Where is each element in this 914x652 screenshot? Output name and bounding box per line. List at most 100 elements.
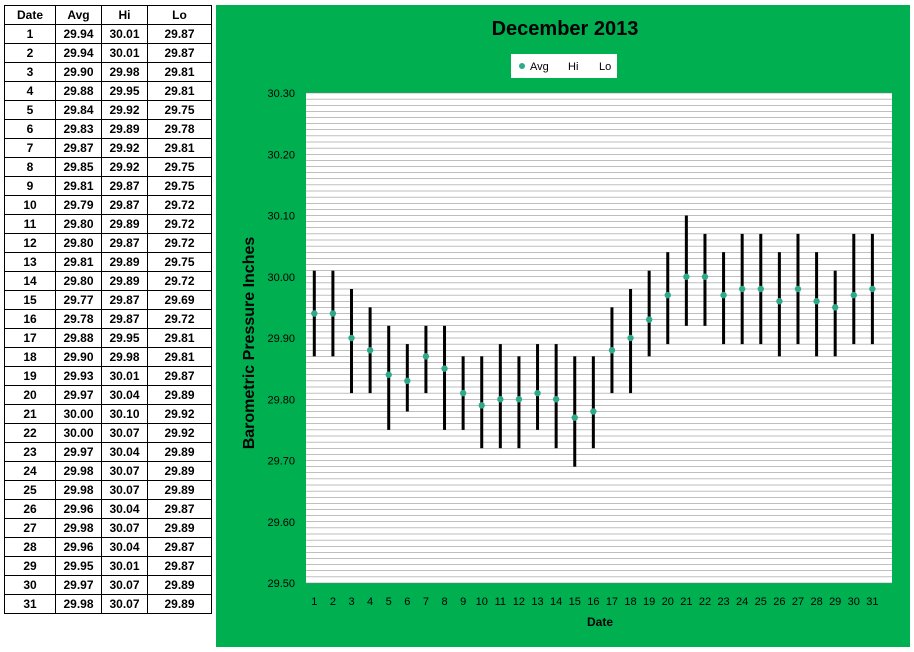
cell-lo: 29.87 xyxy=(147,556,212,576)
y-tick-label: 30.00 xyxy=(267,272,295,284)
cell-avg: 30.00 xyxy=(55,404,102,424)
avg-point xyxy=(534,389,541,397)
avg-point xyxy=(645,316,653,323)
x-tick-labels: 1 2 3 4 5 6 7 8 9 10 11 12 13 14 15 16 17 18 19 20 21 22 23 24 2… xyxy=(311,596,878,608)
cell-hi: 30.07 xyxy=(101,575,148,595)
cell-date: 10 xyxy=(4,195,56,215)
cell-lo: 29.81 xyxy=(147,347,212,367)
x-tick-label: 25 xyxy=(755,596,767,608)
cell-date: 29 xyxy=(4,556,56,576)
cell-avg: 29.77 xyxy=(55,290,102,310)
cell-date: 8 xyxy=(4,157,56,177)
avg-point xyxy=(404,377,411,385)
cell-date: 11 xyxy=(4,214,56,234)
cell-lo: 29.89 xyxy=(147,575,212,595)
cell-lo: 29.89 xyxy=(147,461,212,481)
cell-hi: 30.07 xyxy=(101,518,148,538)
gridlines xyxy=(306,92,892,584)
x-tick-label: 22 xyxy=(699,596,711,608)
cell-date: 22 xyxy=(4,423,56,443)
cell-lo: 29.75 xyxy=(147,100,212,120)
y-tick-label: 30.30 xyxy=(267,88,295,100)
cell-lo: 29.89 xyxy=(147,480,212,500)
avg-point xyxy=(348,334,355,342)
cell-date: 7 xyxy=(4,138,56,158)
cell-lo: 29.72 xyxy=(147,195,212,215)
cell-avg: 29.80 xyxy=(55,271,102,291)
x-tick-label: 16 xyxy=(587,596,599,608)
cell-date: 20 xyxy=(4,385,56,405)
cell-hi: 29.87 xyxy=(101,176,148,196)
avg-point xyxy=(422,353,430,360)
cell-hi: 29.92 xyxy=(101,138,148,158)
avg-point xyxy=(627,334,634,342)
cell-avg: 29.90 xyxy=(55,62,102,82)
table-row: 13 29.81 29.89 29.75 xyxy=(4,252,212,272)
avg-point xyxy=(850,291,857,299)
x-tick-label: 21 xyxy=(680,596,692,608)
cell-date: 24 xyxy=(4,461,56,481)
avg-point xyxy=(869,285,876,293)
avg-point xyxy=(311,310,318,317)
x-tick-label: 9 xyxy=(460,596,466,608)
table-row: 18 29.90 29.98 29.81 xyxy=(4,347,212,367)
y-tick-label: 29.80 xyxy=(267,394,295,406)
cell-avg: 29.85 xyxy=(55,157,102,177)
cell-hi: 30.07 xyxy=(101,423,148,443)
cell-hi: 30.07 xyxy=(101,480,148,500)
table-row: 9 29.81 29.87 29.75 xyxy=(4,176,212,196)
x-tick-label: 18 xyxy=(624,596,636,608)
cell-lo: 29.89 xyxy=(147,442,212,462)
table-row: 7 29.87 29.92 29.81 xyxy=(4,138,212,158)
cell-date: 19 xyxy=(4,366,56,386)
x-tick-label: 7 xyxy=(423,596,429,608)
cell-date: 18 xyxy=(4,347,56,367)
x-tick-label: 6 xyxy=(404,596,410,608)
avg-point xyxy=(329,310,337,317)
table-row: 31 29.98 30.07 29.89 xyxy=(4,594,212,614)
avg-point xyxy=(608,347,616,354)
header-hi: Hi xyxy=(101,5,148,25)
table-row: 25 29.98 30.07 29.89 xyxy=(4,480,212,500)
cell-lo: 29.87 xyxy=(147,499,212,519)
avg-point xyxy=(515,396,523,403)
cell-avg: 29.80 xyxy=(55,214,102,234)
cell-avg: 29.79 xyxy=(55,195,102,215)
table-row: 11 29.80 29.89 29.72 xyxy=(4,214,212,234)
cell-lo: 29.75 xyxy=(147,157,212,177)
cell-hi: 30.04 xyxy=(101,537,148,557)
cell-lo: 29.87 xyxy=(147,24,212,44)
table-row: 14 29.80 29.89 29.72 xyxy=(4,271,212,291)
cell-date: 4 xyxy=(4,81,56,101)
avg-point xyxy=(478,402,485,409)
cell-hi: 29.98 xyxy=(101,62,148,82)
x-tick-label: 30 xyxy=(848,596,860,608)
x-tick-label: 23 xyxy=(717,596,729,608)
legend-avg-marker xyxy=(519,63,525,69)
cell-avg: 29.87 xyxy=(55,138,102,158)
cell-hi: 29.87 xyxy=(101,233,148,253)
cell-hi: 30.07 xyxy=(101,594,148,614)
x-tick-label: 11 xyxy=(495,596,506,608)
table-row: 16 29.78 29.87 29.72 xyxy=(4,309,212,329)
cell-date: 5 xyxy=(4,100,56,120)
cell-date: 13 xyxy=(4,252,56,272)
cell-date: 15 xyxy=(4,290,56,310)
cell-hi: 30.07 xyxy=(101,461,148,481)
y-axis-title: Barometric Pressure Inches xyxy=(241,237,258,450)
cell-avg: 29.98 xyxy=(55,480,102,500)
cell-date: 9 xyxy=(4,176,56,196)
cell-avg: 29.96 xyxy=(55,499,102,519)
cell-avg: 29.97 xyxy=(55,385,102,405)
avg-point xyxy=(385,371,392,378)
x-tick-label: 2 xyxy=(330,596,336,608)
x-tick-label: 8 xyxy=(441,596,447,608)
cell-lo: 29.89 xyxy=(147,385,212,405)
y-tick-label: 29.60 xyxy=(267,517,295,529)
x-tick-label: 5 xyxy=(386,596,392,608)
chart-area: December 2013 Avg Hi Lo 29.50 29.60 29.70 2… xyxy=(216,5,910,647)
cell-lo: 29.92 xyxy=(147,404,212,424)
cell-hi: 30.01 xyxy=(101,366,148,386)
avg-point xyxy=(776,298,783,305)
cell-hi: 29.89 xyxy=(101,214,148,234)
